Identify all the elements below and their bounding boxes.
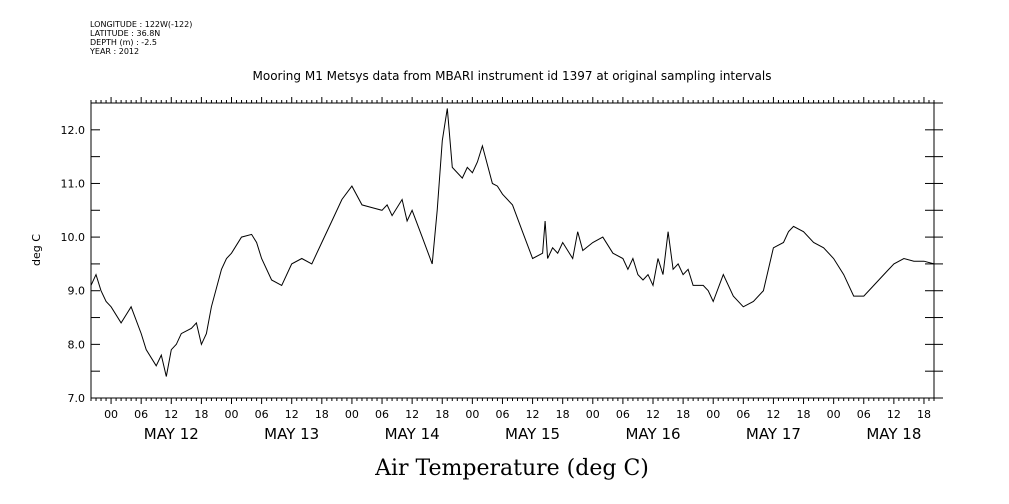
x-day-label: MAY 12 bbox=[144, 425, 199, 443]
x-tick-label: 18 bbox=[917, 408, 931, 421]
station-metadata: LONGITUDE : 122W(-122) LATITUDE : 36.8N … bbox=[90, 20, 192, 56]
x-day-label: MAY 16 bbox=[625, 425, 680, 443]
x-tick-label: 12 bbox=[164, 408, 178, 421]
y-tick-label: 7.0 bbox=[68, 392, 86, 405]
x-tick-label: 06 bbox=[134, 408, 148, 421]
x-tick-label: 18 bbox=[676, 408, 690, 421]
y-tick-label: 11.0 bbox=[61, 177, 86, 190]
x-axis-title: Air Temperature (deg C) bbox=[374, 456, 649, 481]
y-tick-label: 9.0 bbox=[68, 285, 86, 298]
y-tick-label: 8.0 bbox=[68, 338, 86, 351]
x-tick-label: 12 bbox=[526, 408, 540, 421]
x-tick-label: 00 bbox=[706, 408, 720, 421]
x-tick-label: 06 bbox=[495, 408, 509, 421]
x-tick-label: 18 bbox=[194, 408, 208, 421]
x-day-label: MAY 15 bbox=[505, 425, 560, 443]
y-axis-label: deg C bbox=[30, 234, 43, 266]
x-tick-label: 06 bbox=[736, 408, 750, 421]
x-tick-label: 12 bbox=[887, 408, 901, 421]
x-tick-label: 06 bbox=[857, 408, 871, 421]
x-day-label: MAY 17 bbox=[746, 425, 801, 443]
longitude-line: LONGITUDE : 122W(-122) bbox=[90, 20, 193, 29]
air-temperature-series-line bbox=[90, 108, 935, 377]
x-day-label: MAY 13 bbox=[264, 425, 319, 443]
y-axis: 7.0 8.0 9.0 10.0 11.0 12.0 bbox=[61, 102, 943, 405]
x-day-label: MAY 18 bbox=[866, 425, 921, 443]
year-line: YEAR : 2012 bbox=[90, 47, 140, 56]
chart-title: Mooring M1 Metsys data from MBARI instru… bbox=[253, 69, 772, 83]
x-tick-label: 18 bbox=[797, 408, 811, 421]
x-tick-label: 00 bbox=[104, 408, 118, 421]
x-tick-label: 06 bbox=[616, 408, 630, 421]
y-tick-label: 10.0 bbox=[61, 231, 86, 244]
x-tick-label: 12 bbox=[405, 408, 419, 421]
x-tick-label: 12 bbox=[646, 408, 660, 421]
x-tick-label: 00 bbox=[586, 408, 600, 421]
depth-line: DEPTH (m) : -2.5 bbox=[90, 38, 157, 47]
x-tick-label: 12 bbox=[766, 408, 780, 421]
x-tick-label: 18 bbox=[556, 408, 570, 421]
x-axis: 00 06 12 18 00 06 12 18 00 06 12 18 00 06 12 18 00 06 12 18… bbox=[90, 97, 935, 443]
x-tick-label: 00 bbox=[465, 408, 479, 421]
plot-frame bbox=[90, 102, 935, 399]
x-tick-label: 18 bbox=[315, 408, 329, 421]
x-tick-label: 06 bbox=[375, 408, 389, 421]
x-tick-label: 00 bbox=[345, 408, 359, 421]
x-day-label: MAY 14 bbox=[385, 425, 440, 443]
latitude-line: LATITUDE : 36.8N bbox=[90, 29, 161, 38]
y-tick-label: 12.0 bbox=[61, 124, 86, 137]
x-tick-label: 18 bbox=[435, 408, 449, 421]
x-tick-label: 06 bbox=[255, 408, 269, 421]
x-tick-label: 00 bbox=[827, 408, 841, 421]
x-tick-label: 00 bbox=[225, 408, 239, 421]
x-tick-label: 12 bbox=[285, 408, 299, 421]
